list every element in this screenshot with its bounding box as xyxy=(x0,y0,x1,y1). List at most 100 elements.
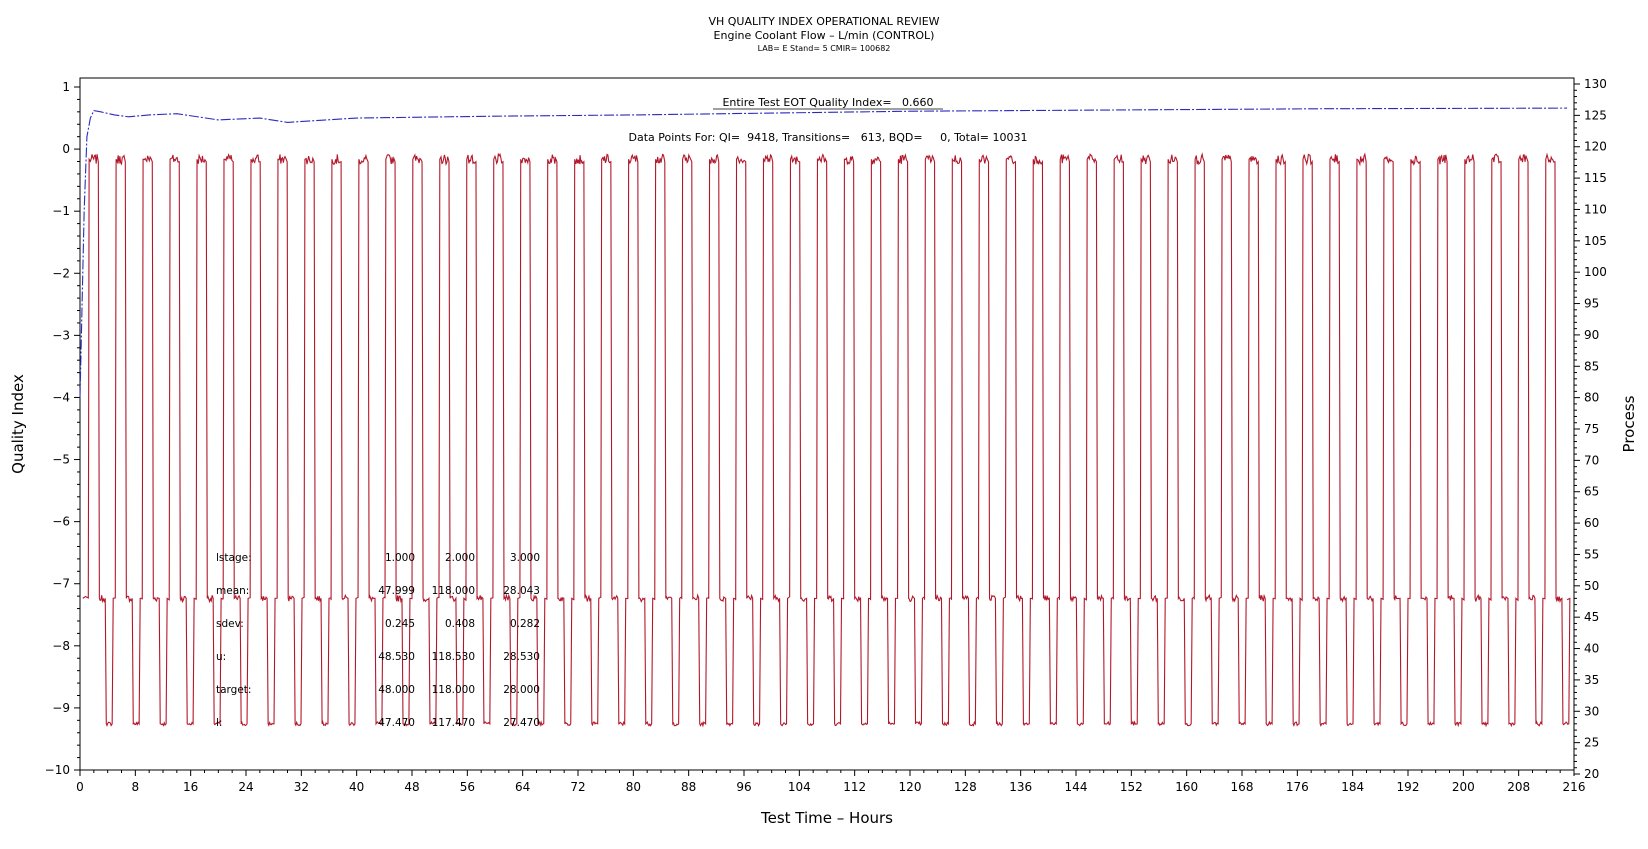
x-tick-label: 136 xyxy=(1009,780,1032,794)
y-left-tick-label: −3 xyxy=(52,328,70,342)
x-tick-label: 128 xyxy=(954,780,977,794)
x-tick-label: 88 xyxy=(681,780,696,794)
y-left-tick-label: −6 xyxy=(52,515,70,529)
y-axis-left: 1 0 −1 −2 −3 −4 −5 −6 −7 −8 −9 −10 xyxy=(45,80,80,777)
stats-cell: 28.000 xyxy=(503,684,540,696)
y-axis-right: 130 125 120 115 110 105 100 95 90 85 80 75 70 65 60 55 5… xyxy=(1574,77,1607,781)
chart-titles: VH QUALITY INDEX OPERATIONAL REVIEW Engi… xyxy=(708,15,939,53)
x-tick-label: 56 xyxy=(460,780,475,794)
x-tick-label: 176 xyxy=(1286,780,1309,794)
y-left-tick-label: −5 xyxy=(52,453,70,467)
y-left-tick-label: −9 xyxy=(52,701,70,715)
x-tick-label: 48 xyxy=(404,780,419,794)
y-right-tick-label: 45 xyxy=(1584,610,1599,624)
y-right-tick-label: 115 xyxy=(1584,171,1607,185)
y-right-tick-label: 105 xyxy=(1584,234,1607,248)
x-tick-label: 8 xyxy=(132,780,140,794)
y-left-tick-label: −7 xyxy=(52,577,70,591)
plot-area xyxy=(79,107,1571,728)
x-tick-label: 64 xyxy=(515,780,530,794)
y-left-tick-label: 1 xyxy=(62,80,70,94)
y-right-tick-label: 30 xyxy=(1584,704,1599,718)
stats-cell: 2.000 xyxy=(445,552,475,564)
y-left-tick-label: −1 xyxy=(52,204,70,218)
y-axis-left-title: Quality Index xyxy=(9,374,27,474)
stats-row-label: l: xyxy=(216,717,222,729)
process-series-line xyxy=(82,152,1571,728)
stats-cell: 1.000 xyxy=(385,552,415,564)
y-right-tick-label: 110 xyxy=(1584,202,1607,216)
y-right-tick-label: 75 xyxy=(1584,422,1599,436)
x-tick-label: 24 xyxy=(238,780,253,794)
y-left-tick-label: −2 xyxy=(52,266,70,280)
y-axis-right-title: Process xyxy=(1620,395,1638,452)
stats-cell: 118.530 xyxy=(432,651,475,663)
x-tick-label: 160 xyxy=(1175,780,1198,794)
x-tick-label: 184 xyxy=(1341,780,1364,794)
chart-title: VH QUALITY INDEX OPERATIONAL REVIEW xyxy=(708,15,939,28)
y-right-tick-label: 70 xyxy=(1584,453,1599,467)
y-left-tick-label: −10 xyxy=(45,763,70,777)
y-right-tick-label: 80 xyxy=(1584,391,1599,405)
stats-cell: 118.000 xyxy=(432,585,475,597)
stats-cell: 0.282 xyxy=(510,618,540,630)
stats-cell: 47.470 xyxy=(378,717,415,729)
chart-meta: LAB= E Stand= 5 CMIR= 100682 xyxy=(758,44,891,53)
stats-cell: 27.470 xyxy=(503,717,540,729)
x-axis-title: Test Time – Hours xyxy=(760,809,893,827)
x-tick-label: 104 xyxy=(788,780,811,794)
x-tick-label: 120 xyxy=(899,780,922,794)
stats-row-label: mean: xyxy=(216,585,249,597)
y-right-tick-label: 60 xyxy=(1584,516,1599,530)
stats-cell: 48.000 xyxy=(378,684,415,696)
y-right-tick-label: 90 xyxy=(1584,328,1599,342)
stats-cell: 28.530 xyxy=(503,651,540,663)
stats-row-label: target: xyxy=(216,684,251,696)
stats-row-label: u: xyxy=(216,651,226,663)
x-tick-label: 96 xyxy=(736,780,751,794)
chart-subtitle: Engine Coolant Flow – L/min (CONTROL) xyxy=(714,29,935,42)
stats-cell: 47.999 xyxy=(378,585,415,597)
counts-annotation: Data Points For: QI= 9418, Transitions= … xyxy=(629,131,1028,144)
x-tick-label: 208 xyxy=(1507,780,1530,794)
y-right-tick-label: 95 xyxy=(1584,297,1599,311)
y-right-tick-label: 65 xyxy=(1584,485,1599,499)
stats-cell: 0.408 xyxy=(445,618,475,630)
x-tick-label: 144 xyxy=(1065,780,1088,794)
x-tick-label: 32 xyxy=(294,780,309,794)
stats-row-label: sdev: xyxy=(216,618,244,630)
y-right-tick-label: 100 xyxy=(1584,265,1607,279)
y-left-tick-label: −4 xyxy=(52,390,70,404)
stats-cell: 3.000 xyxy=(510,552,540,564)
x-tick-label: 40 xyxy=(349,780,364,794)
x-tick-label: 168 xyxy=(1231,780,1254,794)
y-right-tick-label: 120 xyxy=(1584,140,1607,154)
y-left-tick-label: 0 xyxy=(62,142,70,156)
x-tick-label: 152 xyxy=(1120,780,1143,794)
y-right-tick-label: 50 xyxy=(1584,579,1599,593)
x-tick-label: 80 xyxy=(626,780,641,794)
y-right-tick-label: 25 xyxy=(1584,736,1599,750)
stats-cell: 118.000 xyxy=(432,684,475,696)
y-right-tick-label: 55 xyxy=(1584,547,1599,561)
stats-cell: 0.245 xyxy=(385,618,415,630)
x-tick-label: 72 xyxy=(570,780,585,794)
x-tick-label: 112 xyxy=(843,780,866,794)
stats-cell: 48.530 xyxy=(378,651,415,663)
y-right-tick-label: 130 xyxy=(1584,77,1607,91)
y-right-tick-label: 35 xyxy=(1584,673,1599,687)
stats-row-label: lstage: xyxy=(216,552,252,564)
y-right-tick-label: 125 xyxy=(1584,108,1607,122)
x-tick-label: 16 xyxy=(183,780,198,794)
y-left-tick-label: −8 xyxy=(52,639,70,653)
y-right-tick-label: 40 xyxy=(1584,642,1599,656)
annotations: Entire Test EOT Quality Index= 0.660 Dat… xyxy=(629,96,1028,144)
x-tick-label: 192 xyxy=(1397,780,1420,794)
qi-annotation: Entire Test EOT Quality Index= 0.660 xyxy=(722,96,933,109)
y-right-tick-label: 85 xyxy=(1584,359,1599,373)
y-right-tick-label: 20 xyxy=(1584,767,1599,781)
x-tick-label: 216 xyxy=(1563,780,1586,794)
x-axis: 0 8 16 24 32 40 48 56 64 72 80 88 96 104 112 120 128 136 1… xyxy=(76,770,1585,794)
